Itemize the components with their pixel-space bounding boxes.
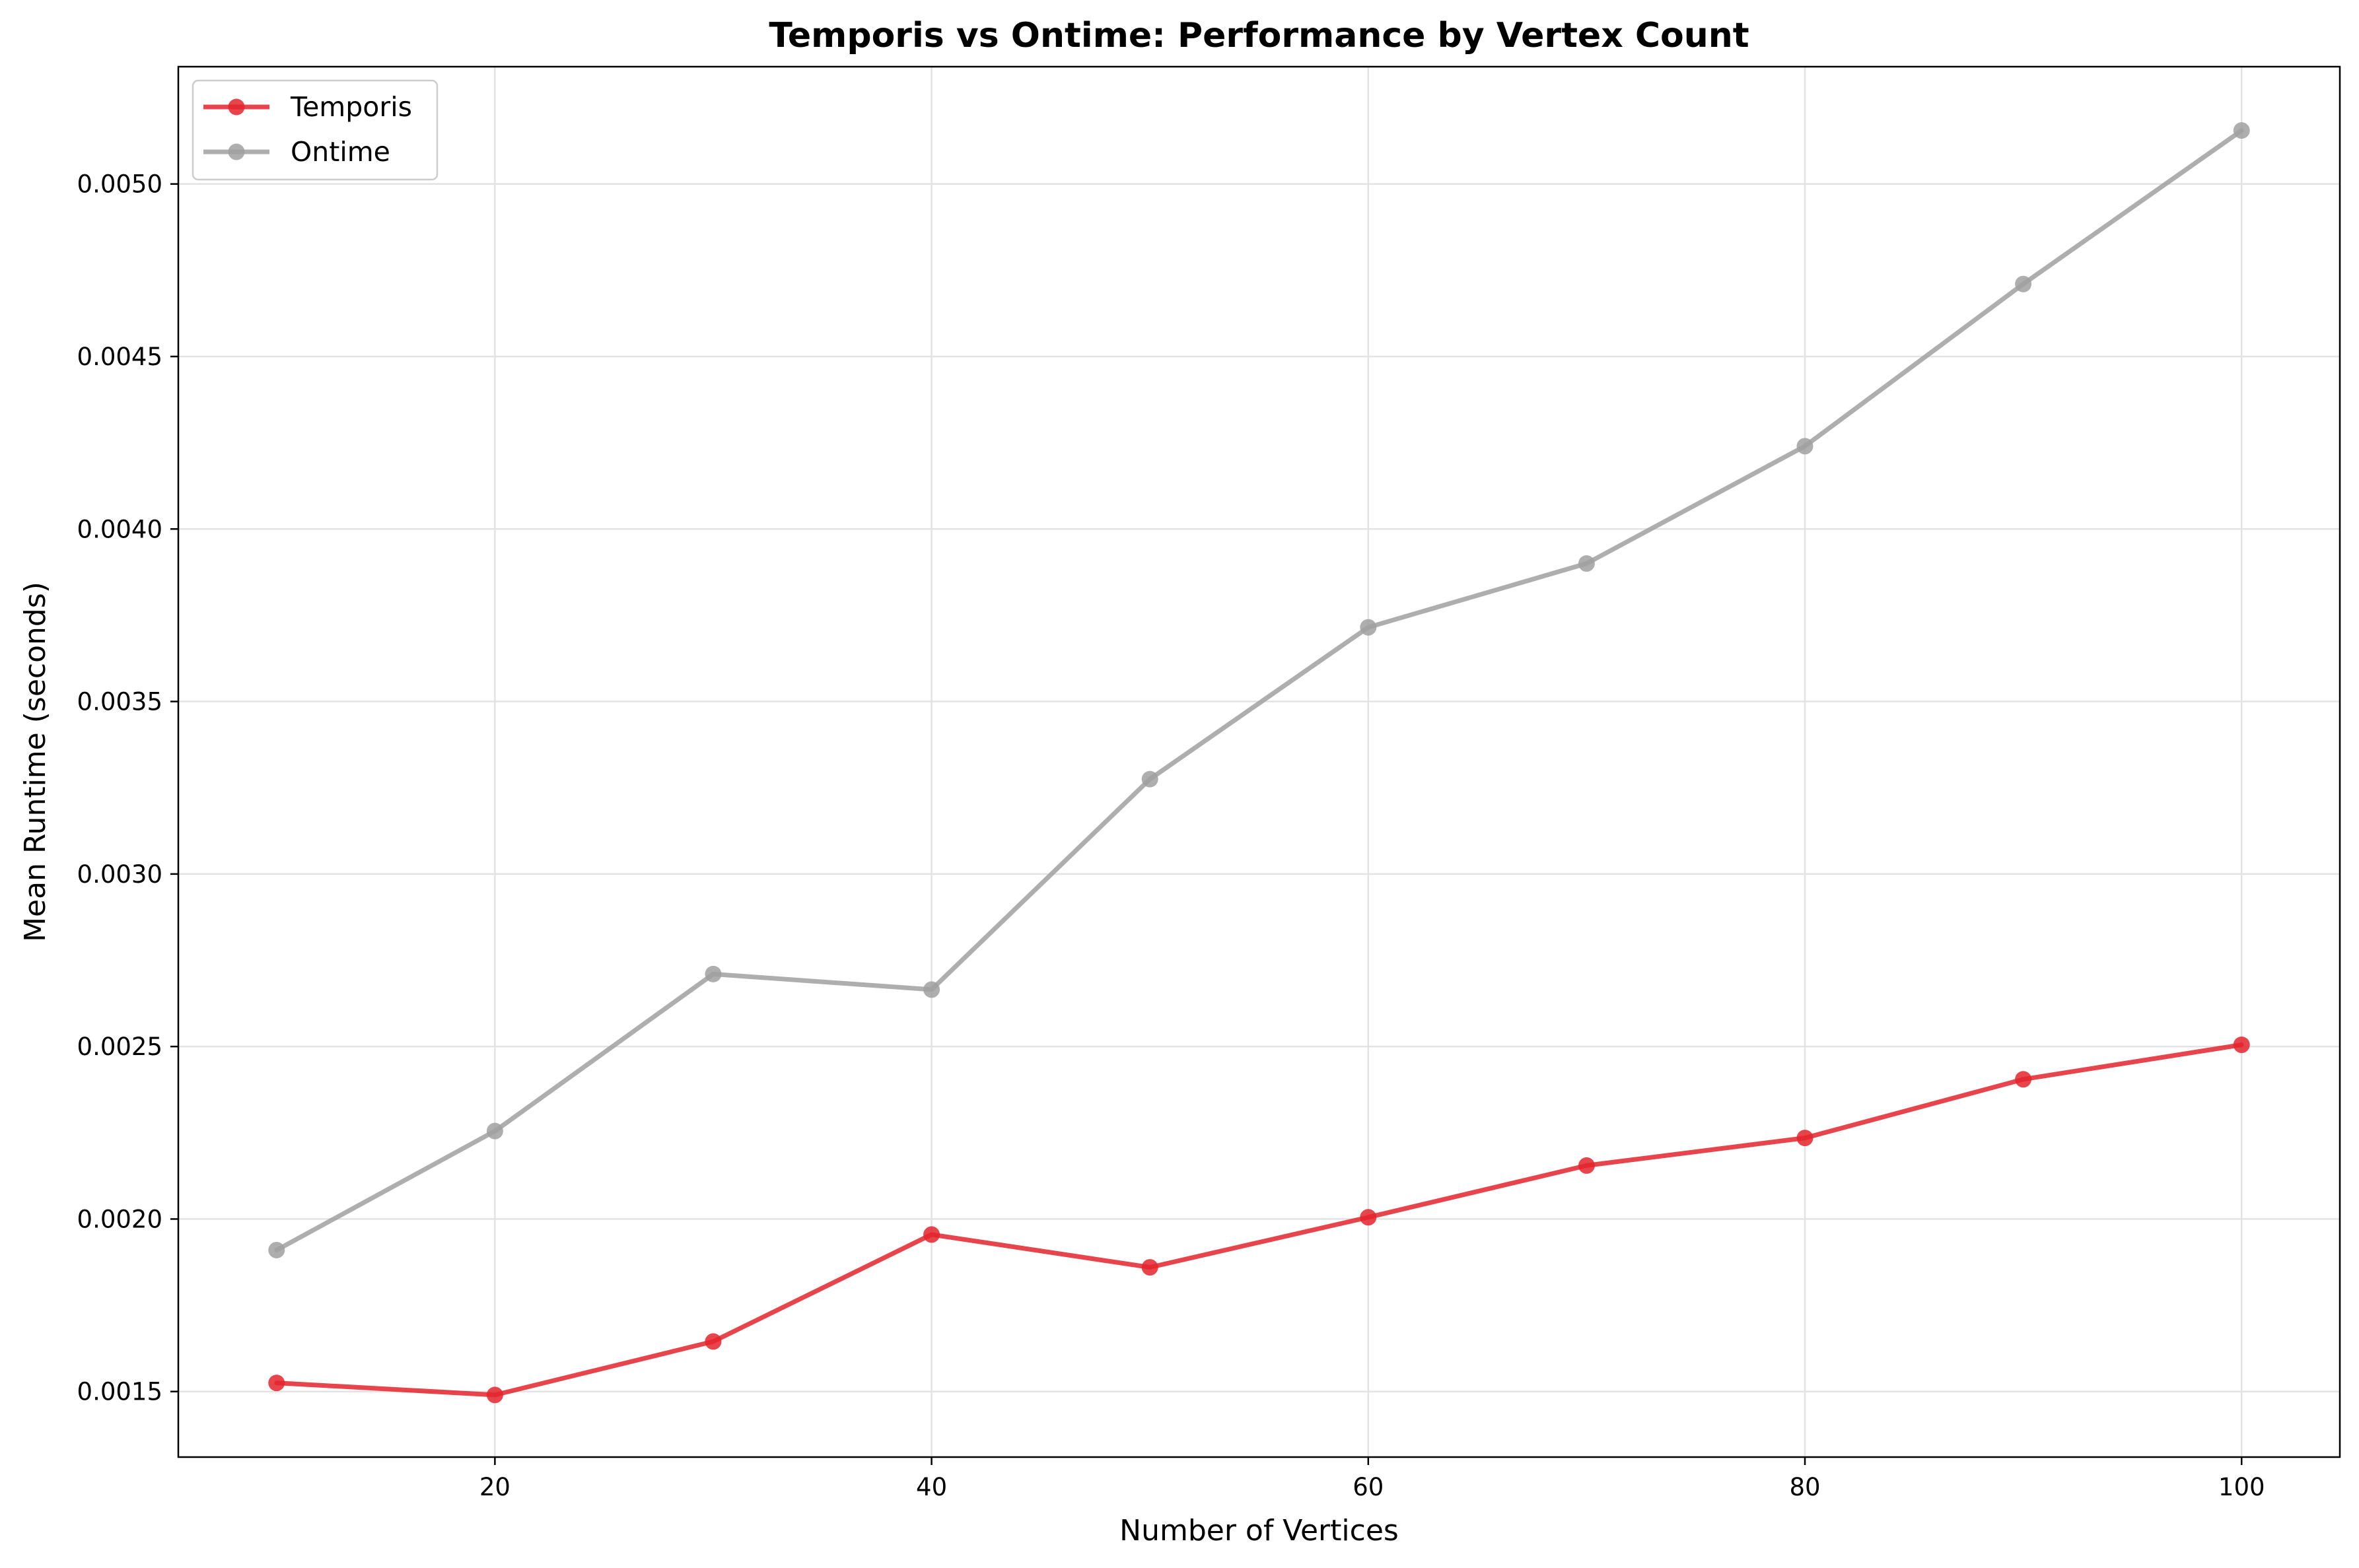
series-ontime: [268, 122, 2250, 1258]
y-tick-label: 0.0040: [77, 515, 162, 543]
temporis-point: [1796, 1130, 1813, 1147]
ticks: 20 40 60 80 100 0.0015 0.0020 0.0025 0.0030 0.003…: [77, 170, 2265, 1501]
ontime-point: [705, 965, 722, 982]
temporis-point: [1578, 1157, 1595, 1174]
ontime-line: [274, 128, 2244, 1252]
series-layer: [268, 122, 2250, 1404]
ontime-point: [2233, 122, 2250, 139]
ontime-point: [2015, 275, 2032, 292]
y-axis-label: Mean Runtime (seconds): [18, 582, 52, 942]
legend: Temporis Ontime: [192, 79, 439, 181]
temporis-point: [1360, 1209, 1377, 1226]
temporis-point: [923, 1226, 940, 1243]
ontime-point: [268, 1241, 285, 1258]
ontime-point: [1141, 770, 1158, 788]
x-tick-label: 80: [1789, 1473, 1820, 1501]
temporis-point: [268, 1375, 285, 1392]
series-temporis: [268, 1037, 2250, 1404]
ontime-point: [486, 1122, 503, 1140]
y-tick-label: 0.0045: [77, 343, 162, 371]
plot-frame: [177, 65, 2341, 1458]
temporis-point: [1141, 1259, 1158, 1276]
temporis-point: [486, 1386, 503, 1404]
y-tick-label: 0.0015: [77, 1378, 162, 1406]
ontime-point: [923, 981, 940, 998]
grid: [178, 67, 2340, 1457]
chart-title: Temporis vs Ontime: Performance by Verte…: [769, 16, 1749, 55]
x-axis-label: Number of Vertices: [1119, 1514, 1399, 1548]
temporis-line: [274, 1042, 2244, 1398]
legend-temporis-marker: [228, 98, 245, 116]
temporis-point: [2015, 1071, 2032, 1088]
x-tick-label: 60: [1353, 1473, 1384, 1501]
legend-temporis-label: Temporis: [290, 91, 412, 123]
ontime-point: [1578, 555, 1595, 572]
legend-ontime-marker: [228, 143, 245, 160]
x-tick-label: 20: [479, 1473, 511, 1501]
y-tick-label: 0.0030: [77, 860, 162, 889]
temporis-point: [2233, 1037, 2250, 1054]
x-tick-label: 100: [2218, 1473, 2265, 1501]
temporis-point: [705, 1333, 722, 1350]
y-tick-label: 0.0020: [77, 1205, 162, 1233]
x-tick-label: 40: [916, 1473, 947, 1501]
y-tick-label: 0.0035: [77, 688, 162, 716]
ontime-point: [1360, 619, 1377, 636]
y-tick-label: 0.0025: [77, 1033, 162, 1061]
legend-ontime-label: Ontime: [291, 136, 390, 168]
y-tick-label: 0.0050: [77, 170, 162, 199]
ontime-point: [1796, 438, 1813, 455]
